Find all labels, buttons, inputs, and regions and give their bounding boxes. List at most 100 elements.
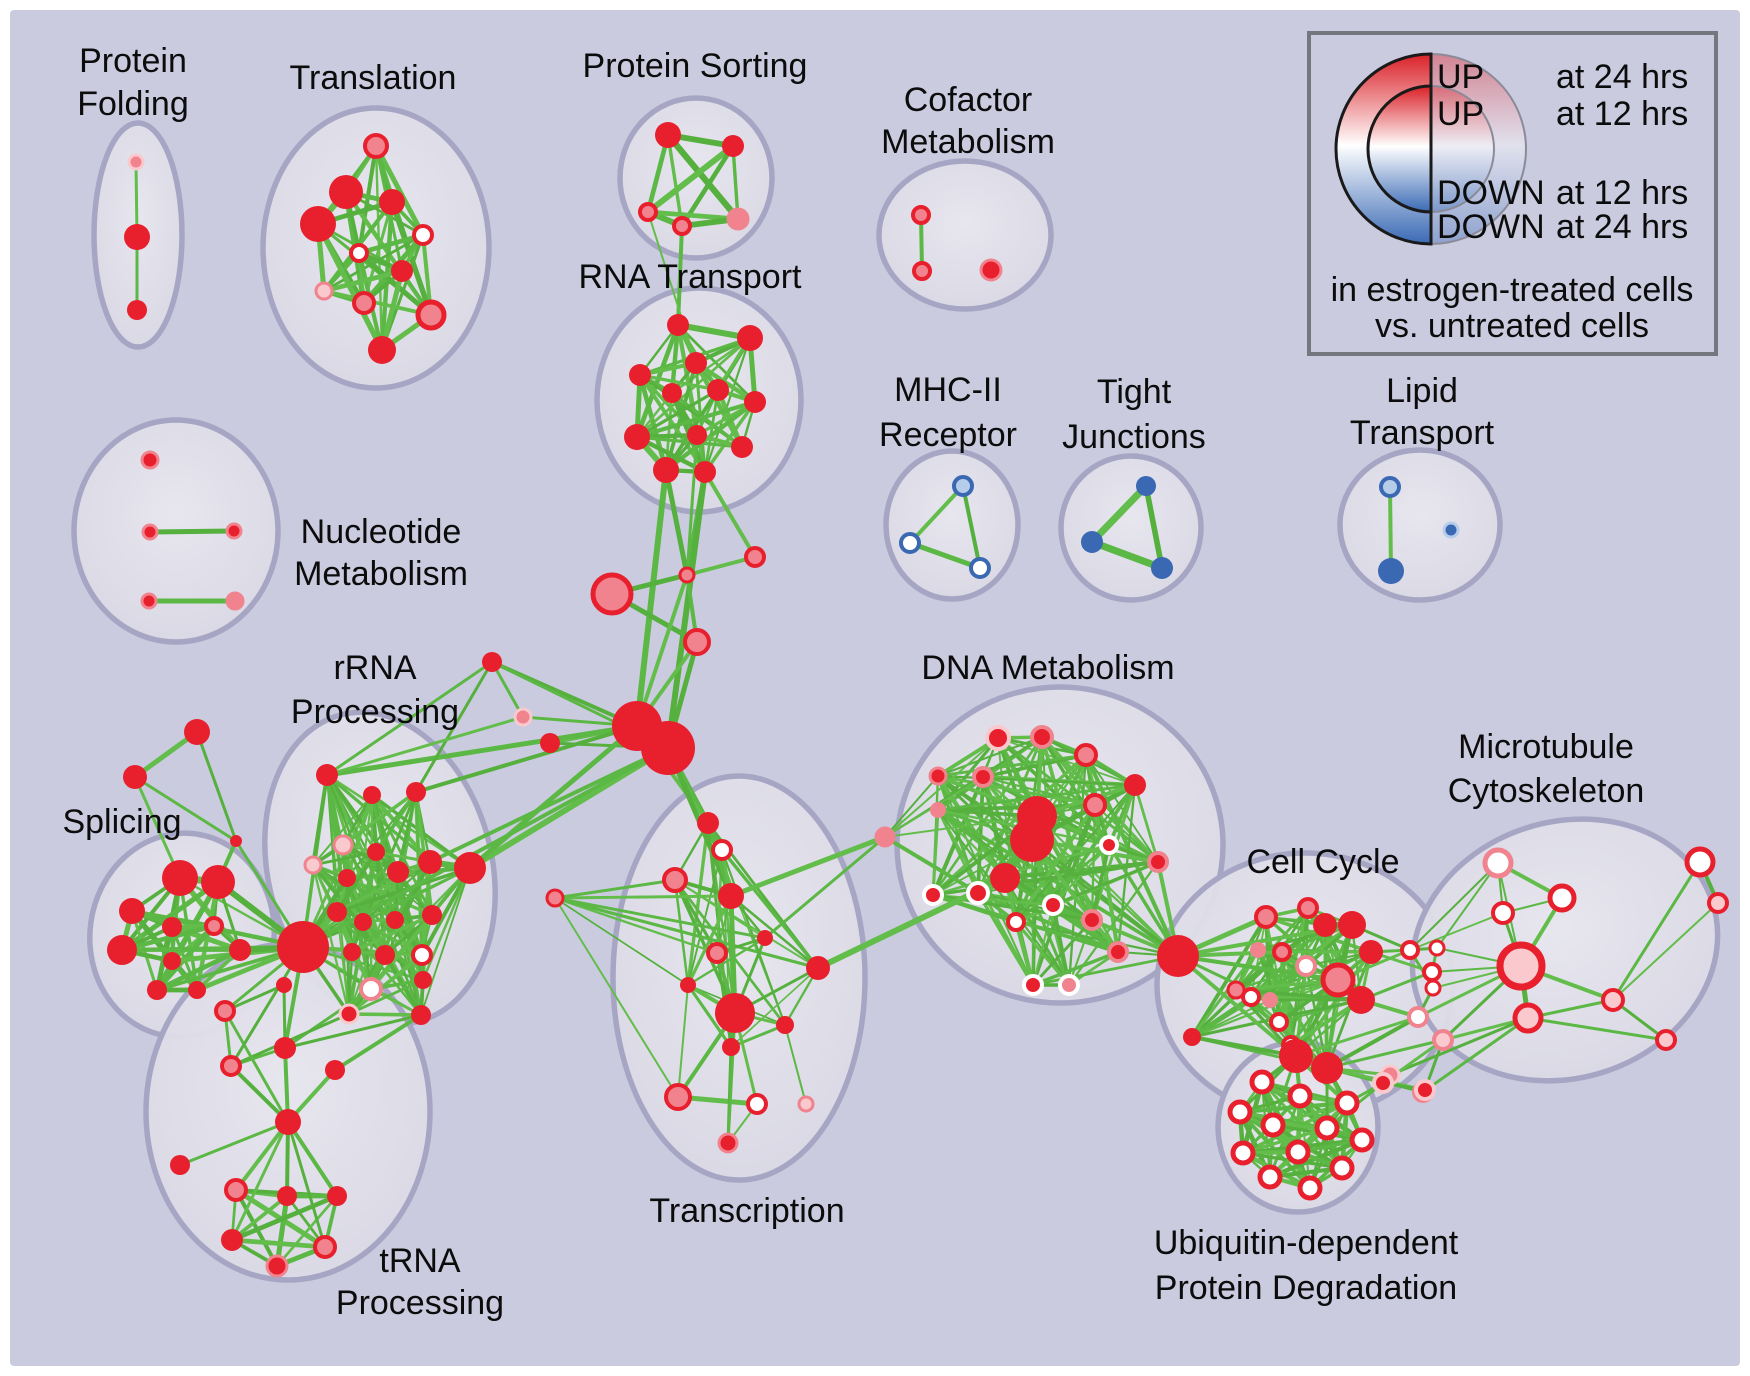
gene-node (718, 883, 744, 909)
gene-node (667, 314, 689, 336)
gene-node (697, 812, 719, 834)
gene-node (979, 258, 1003, 282)
gene-node (1006, 912, 1026, 932)
interaction-edge (119, 879, 221, 953)
interaction-edge (686, 821, 710, 987)
interaction-edge (666, 133, 684, 228)
gene-node (722, 1038, 740, 1056)
gene-node (985, 725, 1011, 751)
gene-node (641, 721, 695, 775)
gene-nodes (107, 122, 1729, 1278)
interaction-edge (325, 660, 494, 777)
interaction-edge (311, 850, 378, 867)
interaction-edge (883, 835, 980, 895)
interaction-edge (634, 322, 681, 440)
interaction-edge (638, 373, 720, 392)
interaction-edge (325, 715, 525, 777)
interaction-edge (229, 1064, 290, 1124)
gene-node (1707, 892, 1729, 914)
legend-time-label: at 24 hrs (1556, 208, 1688, 246)
gene-node (678, 566, 696, 584)
gene-node (1081, 909, 1103, 931)
interaction-edge (333, 1013, 423, 1072)
gene-node (1010, 818, 1054, 862)
interaction-edge (884, 775, 939, 838)
gene-node (313, 1235, 337, 1259)
gene-node (359, 977, 383, 1001)
interaction-edge (467, 723, 640, 871)
interaction-edge (369, 913, 434, 991)
cluster-label-trna-processing: tRNA (379, 1242, 461, 1280)
gene-node (966, 881, 990, 905)
gene-node (123, 765, 147, 789)
gene-node (329, 175, 363, 209)
interaction-edge (315, 221, 385, 353)
gene-node (1372, 1072, 1394, 1094)
interaction-edge (274, 1193, 290, 1269)
interaction-edge (1133, 783, 1160, 864)
interaction-edge (763, 835, 887, 940)
cluster-ellipse-lipid-transport (1337, 447, 1503, 603)
gene-node (1655, 1029, 1677, 1051)
gene-node (1151, 557, 1173, 579)
cluster-label-rna-transport: RNA Transport (579, 258, 803, 296)
interaction-edge (347, 1012, 423, 1017)
gene-node (343, 943, 361, 961)
gene-node (140, 592, 158, 610)
interaction-edge (286, 1120, 327, 1249)
gene-node (922, 884, 944, 906)
gene-node (1329, 1155, 1355, 1181)
interaction-edge (1031, 918, 1094, 987)
gene-node (1297, 897, 1319, 919)
interaction-edge (784, 1024, 807, 1105)
gene-node (1295, 955, 1317, 977)
gene-node (1547, 883, 1577, 913)
interaction-edge (335, 860, 432, 914)
interaction-edge (931, 843, 1111, 897)
legend-footer-line: vs. untreated cells (1375, 307, 1649, 345)
gene-node (1257, 1164, 1283, 1190)
gene-node (411, 1005, 431, 1025)
interaction-edge (720, 848, 820, 970)
gene-node (354, 913, 372, 931)
gene-node (1042, 894, 1064, 916)
gene-node (411, 944, 433, 966)
gene-node (1107, 941, 1129, 963)
cluster-label-trna-processing: Processing (336, 1284, 504, 1322)
cluster-label-microtubule-cytoskeleton: Cytoskeleton (1448, 772, 1645, 810)
gene-node (1074, 743, 1098, 767)
interaction-edge (884, 815, 1038, 838)
gene-node (274, 1037, 296, 1059)
gene-node (1254, 905, 1278, 929)
interaction-edge (322, 289, 433, 317)
gene-node (969, 557, 991, 579)
gene-node (1136, 476, 1156, 496)
gene-node (731, 436, 753, 458)
interaction-edge (703, 336, 752, 474)
interaction-edge (703, 388, 720, 474)
interaction-edge (554, 897, 679, 1098)
gene-node (540, 733, 560, 753)
legend-box (1307, 31, 1718, 356)
gene-node (711, 839, 733, 861)
interaction-edge (884, 737, 999, 838)
cluster-label-cell-cycle: Cell Cycle (1246, 843, 1399, 881)
interaction-edge (1436, 862, 1499, 949)
gene-node (776, 1016, 794, 1034)
interaction-edge (324, 723, 640, 778)
interaction-edge (1388, 1016, 1530, 1077)
cluster-label-microtubule-cytoskeleton: Microtubule (1458, 728, 1634, 766)
interaction-edge (229, 1193, 340, 1243)
interaction-edge (1004, 877, 1070, 986)
interaction-edge (936, 808, 1180, 958)
cluster-label-nucleotide-metabolism: Metabolism (294, 555, 468, 593)
interaction-edge (275, 1194, 339, 1268)
interaction-edge (1051, 843, 1111, 907)
interaction-edge (936, 808, 1007, 880)
interaction-edge (936, 774, 1097, 807)
gene-node (694, 461, 716, 483)
interaction-edge (936, 735, 1044, 778)
interaction-edge (230, 1120, 290, 1242)
gene-node (221, 1229, 243, 1251)
